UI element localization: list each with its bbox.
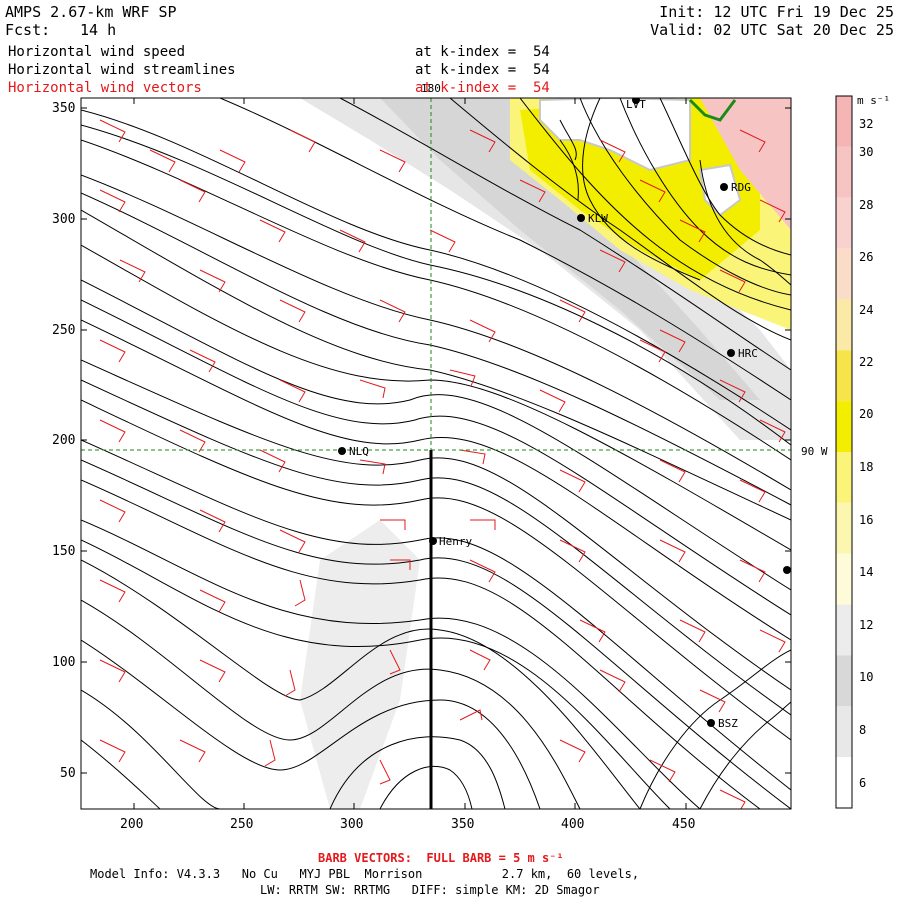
colorbar-band bbox=[836, 248, 852, 300]
station-nlq bbox=[338, 447, 346, 455]
x-tick-300: 300 bbox=[340, 817, 363, 832]
level-streamlines: at k-index = 54 bbox=[415, 62, 550, 78]
forecast-label: Fcst: bbox=[5, 21, 51, 39]
station-east-edge bbox=[783, 566, 791, 574]
physics-info: LW: RRTM SW: RRTMG DIFF: simple KM: 2D S… bbox=[260, 883, 600, 897]
station-hrc bbox=[727, 349, 735, 357]
meridian-label: 180 bbox=[421, 82, 441, 95]
station-label-henry: Henry bbox=[439, 535, 472, 548]
station-bsz bbox=[707, 719, 715, 727]
barb-legend: BARB VECTORS: FULL BARB = 5 m s⁻¹ bbox=[318, 851, 564, 865]
station-label-nlq: NLQ bbox=[349, 445, 369, 458]
y-tick-250: 250 bbox=[52, 323, 75, 338]
y-axis bbox=[81, 107, 791, 774]
y-tick-100: 100 bbox=[52, 655, 75, 670]
station-label-rdg: RDG bbox=[731, 181, 751, 194]
colorbar-label-18: 18 bbox=[859, 460, 873, 474]
colorbar-label-26: 26 bbox=[859, 250, 873, 264]
colorbar-band bbox=[836, 299, 852, 351]
colorbar-labels: 32 30 28 26 24 22 20 18 16 14 12 10 8 6 bbox=[859, 117, 873, 790]
station-klw bbox=[577, 214, 585, 222]
colorbar-label-8: 8 bbox=[859, 723, 866, 737]
colorbar-band bbox=[836, 604, 852, 656]
colorbar-band bbox=[836, 96, 852, 147]
colorbar-band bbox=[836, 146, 852, 198]
x-tick-450: 450 bbox=[672, 817, 695, 832]
colorbar-band bbox=[836, 350, 852, 402]
station-label-hrc: HRC bbox=[738, 347, 758, 360]
x-tick-400: 400 bbox=[561, 817, 584, 832]
y-tick-200: 200 bbox=[52, 433, 75, 448]
coastline-green bbox=[688, 98, 737, 122]
parallel-label: 90 W bbox=[801, 445, 828, 458]
x-tick-250: 250 bbox=[230, 817, 253, 832]
colorbar-label-6: 6 bbox=[859, 776, 866, 790]
y-tick-350: 350 bbox=[52, 101, 75, 116]
colorbar-label-22: 22 bbox=[859, 355, 873, 369]
y-tick-150: 150 bbox=[52, 544, 75, 559]
model-info: Model Info: V4.3.3 No Cu MYJ PBL Morriso… bbox=[90, 867, 640, 881]
speed-shade-yellow bbox=[520, 98, 760, 280]
field-wind-speed: Horizontal wind speed bbox=[8, 44, 186, 60]
colorbar-label-30: 30 bbox=[859, 145, 873, 159]
station-label-lvt: LVT bbox=[626, 98, 646, 111]
colorbar-frame bbox=[835, 95, 853, 809]
forecast-hour: 14 h bbox=[80, 21, 117, 39]
x-tick-200: 200 bbox=[120, 817, 143, 832]
speed-shade-white-land bbox=[539, 98, 691, 172]
speed-shade-pink bbox=[700, 98, 791, 230]
colorbar-band bbox=[836, 502, 852, 554]
colorbar-label-24: 24 bbox=[859, 303, 873, 317]
x-axis bbox=[133, 98, 687, 809]
model-title: AMPS 2.67-km WRF SP bbox=[5, 3, 177, 21]
colorbar-label-20: 20 bbox=[859, 407, 873, 421]
colorbar-label-14: 14 bbox=[859, 565, 873, 579]
colorbar-band bbox=[836, 197, 852, 249]
station-henry bbox=[429, 537, 437, 545]
colorbar-band bbox=[836, 452, 852, 503]
station-lvt bbox=[632, 98, 640, 104]
colorbar-units: m s⁻¹ bbox=[857, 94, 890, 107]
init-time: Init: 12 UTC Fri 19 Dec 25 bbox=[659, 3, 894, 21]
colorbar-band bbox=[836, 757, 852, 808]
level-wind-speed: at k-index = 54 bbox=[415, 44, 550, 60]
valid-time: Valid: 02 UTC Sat 20 Dec 25 bbox=[650, 21, 894, 39]
field-wind-vectors: Horizontal wind vectors bbox=[8, 80, 202, 96]
y-tick-50: 50 bbox=[60, 766, 76, 781]
colorbar-band bbox=[836, 655, 852, 707]
colorbar-band bbox=[836, 401, 852, 452]
colorbar-band bbox=[836, 706, 852, 758]
station-label-klw: KLW bbox=[588, 212, 608, 225]
station-label-bsz: BSZ bbox=[718, 717, 738, 730]
colorbar-band bbox=[836, 553, 852, 605]
colorbar-label-10: 10 bbox=[859, 670, 873, 684]
y-tick-300: 300 bbox=[52, 212, 75, 227]
colorbar-label-28: 28 bbox=[859, 198, 873, 212]
field-streamlines: Horizontal wind streamlines bbox=[8, 62, 236, 78]
colorbar bbox=[836, 96, 852, 808]
speed-shade-10 bbox=[300, 98, 791, 440]
colorbar-label-32: 32 bbox=[859, 117, 873, 131]
station-rdg bbox=[720, 183, 728, 191]
streamlines bbox=[81, 98, 791, 809]
plot-frame bbox=[80, 97, 792, 810]
wind-barbs bbox=[99, 119, 786, 809]
x-tick-350: 350 bbox=[451, 817, 474, 832]
level-wind-vectors: at k-index = 54 bbox=[415, 80, 550, 96]
colorbar-label-12: 12 bbox=[859, 618, 873, 632]
speed-shade-10b bbox=[300, 520, 420, 809]
colorbar-label-16: 16 bbox=[859, 513, 873, 527]
